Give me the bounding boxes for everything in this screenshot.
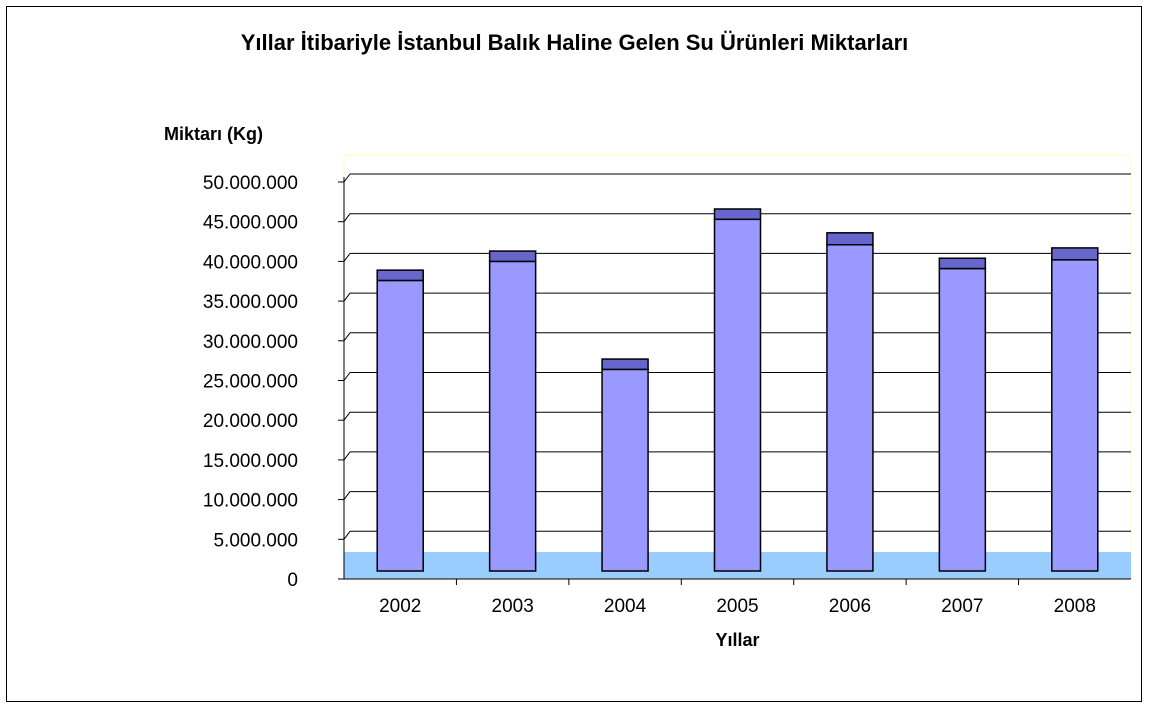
bar-segment-base [601, 368, 649, 572]
y-tick-label: 0 [287, 570, 298, 591]
y-tick-label: 15.000.000 [203, 451, 298, 472]
bar-segment-top [713, 208, 762, 221]
y-axis-label: Miktarı (Kg) [164, 124, 263, 144]
x-tick-label: 2008 [1054, 596, 1096, 617]
y-tick-label: 5.000.000 [213, 530, 298, 551]
gridline-diagonal [343, 292, 351, 302]
x-axis-label: Yıllar [715, 630, 760, 650]
bar-segment-top [601, 358, 649, 371]
bar-segment-top [488, 250, 537, 263]
y-tick-label: 20.000.000 [203, 411, 298, 432]
x-tick-label: 2002 [379, 596, 421, 617]
y-tick-label: 45.000.000 [203, 213, 298, 234]
gridline-diagonal [343, 372, 351, 381]
y-tick-label: 50.000.000 [203, 173, 298, 194]
gridline-diagonal [343, 213, 351, 222]
x-tick-label: 2007 [941, 596, 983, 617]
bar-segment-top [1051, 247, 1099, 261]
gridline-diagonal [343, 332, 351, 342]
y-tick-label: 40.000.000 [203, 252, 298, 273]
bar-segment-base [488, 260, 537, 572]
y-tick-label: 25.000.000 [203, 372, 298, 393]
chart-title: Yıllar İtibariyle İstanbul Balık Haline … [240, 30, 909, 55]
gridline-diagonal [343, 491, 351, 500]
bar-segment-top [826, 232, 874, 246]
y-tick-label: 30.000.000 [203, 332, 298, 353]
bar-segment-top [376, 269, 424, 282]
gridline-diagonal [343, 253, 351, 262]
bar-segment-base [376, 279, 424, 572]
bar-segment-base [826, 243, 874, 572]
gridline-diagonal [343, 411, 351, 421]
bar-segment-base [713, 218, 762, 572]
x-tick-label: 2006 [829, 596, 871, 617]
gridline-diagonal [343, 451, 351, 461]
x-tick-label: 2005 [716, 596, 758, 617]
bar-segment-top [938, 257, 987, 270]
gridline-diagonal [343, 530, 351, 540]
x-tick-label: 2003 [492, 596, 534, 617]
y-tick-label: 10.000.000 [203, 491, 298, 512]
bar-segment-base [938, 267, 987, 572]
bar-segment-base [1051, 259, 1099, 572]
gridline-diagonal [343, 173, 351, 183]
y-tick-label: 35.000.000 [203, 292, 298, 313]
x-tick-label: 2004 [604, 596, 647, 617]
